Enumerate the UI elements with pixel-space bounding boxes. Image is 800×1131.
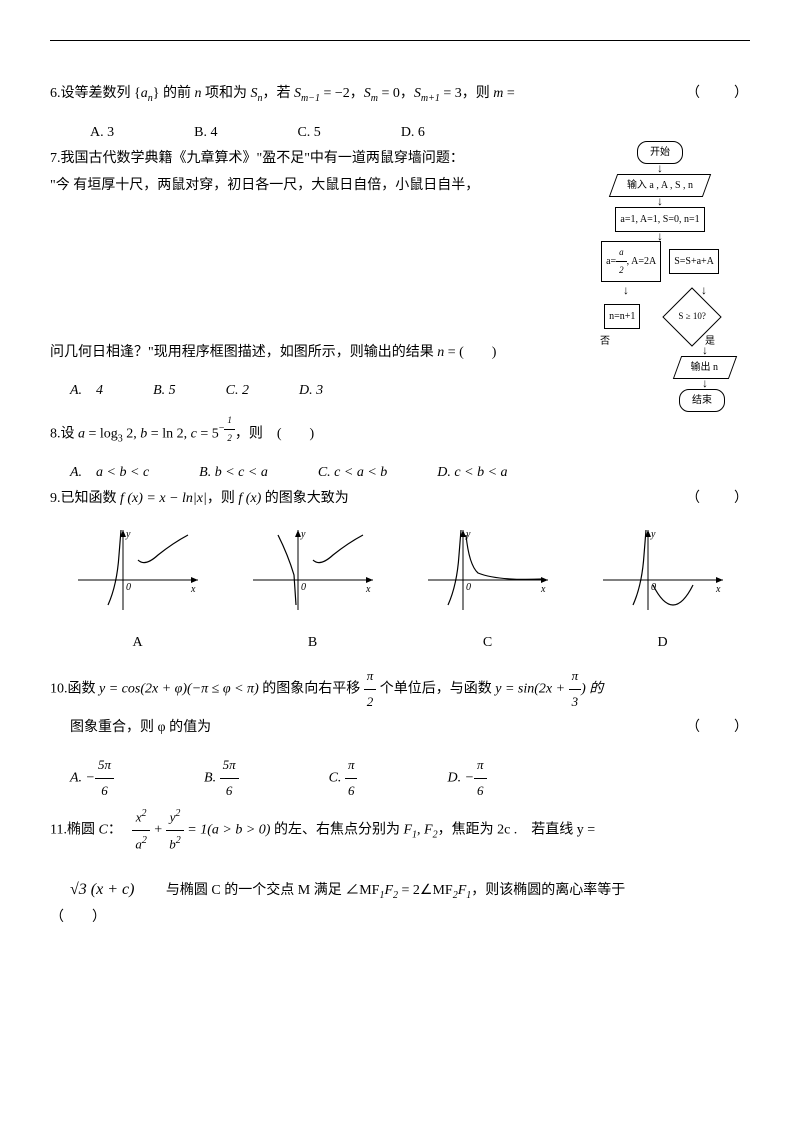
svg-text:0: 0 xyxy=(651,582,656,593)
q10-option-a: A. −5π6 xyxy=(70,753,114,803)
svg-text:y: y xyxy=(125,529,131,540)
q8-option-a: A. a < b < c xyxy=(70,460,149,487)
q8-option-d: D. c < b < a xyxy=(437,460,507,487)
graph-d-label: D xyxy=(598,630,728,657)
graph-d: y x 0 D xyxy=(598,525,728,656)
q7-option-c: C. 2 xyxy=(226,378,249,405)
fc-yes: 是 xyxy=(705,332,715,351)
page-top-rule xyxy=(50,40,750,41)
svg-text:x: x xyxy=(715,584,721,595)
fc-arrow: ↓ xyxy=(570,379,750,389)
graph-a-label: A xyxy=(73,630,203,657)
question-8: 8.设 a = log3 2, b = ln 2, c = 5−12，则 ( ) xyxy=(50,412,750,448)
q7-options: A. 4 B. 5 C. 2 D. 3 xyxy=(50,378,560,405)
q8-option-b: B. b < c < a xyxy=(199,460,268,487)
svg-text:0: 0 xyxy=(466,582,471,593)
fc-end: 结束 xyxy=(679,389,725,412)
fc-no: 否 xyxy=(600,332,610,351)
q10-option-c: C. π6 xyxy=(329,753,358,803)
q6-paren: （ ） xyxy=(686,81,750,108)
q8-option-c: C. c < a < b xyxy=(318,460,387,487)
q9-paren: （ ） xyxy=(686,486,750,513)
q6-option-c: C. 5 xyxy=(297,120,320,147)
q8-options: A. a < b < c B. b < c < a C. c < a < b D… xyxy=(50,460,750,487)
graph-b: y x 0 B xyxy=(248,525,378,656)
fc-input: 输入 a , A , S , n xyxy=(613,174,707,197)
question-11: 11.椭圆 C： x2a2 + y2b2 = 1(a > b > 0) 的左、右… xyxy=(50,804,750,932)
question-9: 9.已知函数 f (x) = x − ln|x|，则 f (x) 的图象大致为 … xyxy=(50,486,750,513)
svg-text:y: y xyxy=(300,529,306,540)
fc-arrow: ↓ xyxy=(570,197,750,207)
q11-line2-expr: √3 (x + c) xyxy=(70,881,134,898)
q10-line2: 图象重合，则 φ 的值为 xyxy=(70,720,211,735)
svg-text:x: x xyxy=(365,584,371,595)
fc-arrow: ↓ xyxy=(570,164,750,174)
graph-b-label: B xyxy=(248,630,378,657)
q7-option-d: D. 3 xyxy=(299,378,323,405)
question-6: 6.设等差数列 {an} 的前 n 项和为 Sn，若 Sm−1 = −2，Sm … xyxy=(50,81,750,108)
fc-init: a=1, A=1, S=0, n=1 xyxy=(615,207,704,232)
fc-arrow: ↓ xyxy=(570,346,750,356)
flowchart: 开始 ↓ 输入 a , A , S , n ↓ a=1, A=1, S=0, n… xyxy=(570,141,750,411)
q11-paren: （ ） xyxy=(50,905,750,932)
fc-left1: a=a2, A=2A xyxy=(601,241,661,282)
q6-text: 6.设等差数列 {an} 的前 n 项和为 Sn，若 Sm−1 = −2，Sm … xyxy=(50,86,515,101)
q6-option-d: D. 6 xyxy=(401,120,425,147)
svg-text:0: 0 xyxy=(126,582,131,593)
q6-option-b: B. 4 xyxy=(194,120,217,147)
svg-text:y: y xyxy=(650,529,656,540)
q7-option-a: A. 4 xyxy=(70,378,103,405)
svg-text:0: 0 xyxy=(301,582,306,593)
fc-arrow: ↓ xyxy=(570,232,750,242)
graph-c: y x 0 C xyxy=(423,525,553,656)
svg-text:x: x xyxy=(190,584,196,595)
q10-options: A. −5π6 B. 5π6 C. π6 D. −π6 xyxy=(50,753,750,803)
question-10: 10.函数 y = cos(2x + φ)(−π ≤ φ < π) 的图象向右平… xyxy=(50,664,750,741)
q6-option-a: A. 3 xyxy=(90,120,114,147)
graph-a: y x 0 A xyxy=(73,525,203,656)
q9-graphs: y x 0 A y x 0 B y x 0 xyxy=(50,525,750,656)
q10-paren: （ ） xyxy=(686,715,750,742)
fc-left2: n=n+1 xyxy=(604,304,640,329)
q10-option-b: B. 5π6 xyxy=(204,753,239,803)
fc-right1: S=S+a+A xyxy=(669,249,719,274)
fc-cond: S ≥ 10? xyxy=(668,301,715,332)
q7-option-b: B. 5 xyxy=(153,378,176,405)
graph-c-label: C xyxy=(423,630,553,657)
fc-output: 输出 n xyxy=(677,356,733,379)
svg-text:x: x xyxy=(540,584,546,595)
q10-option-d: D. −π6 xyxy=(447,753,486,803)
